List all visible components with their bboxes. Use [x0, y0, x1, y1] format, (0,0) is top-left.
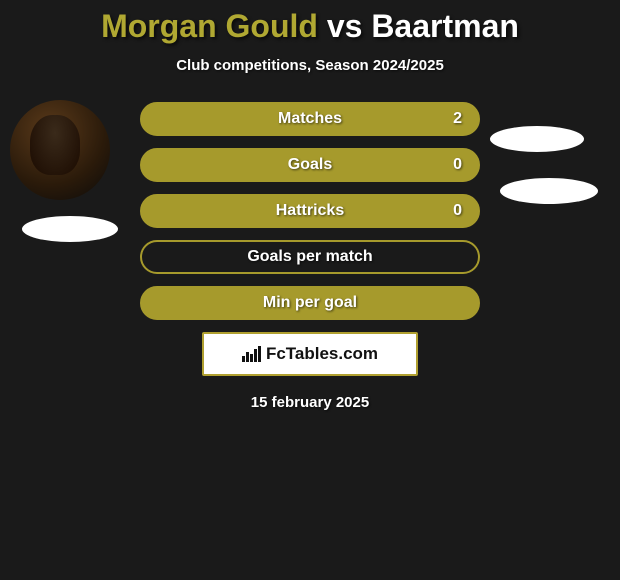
vs-separator: vs: [318, 8, 371, 44]
stat-label: Goals per match: [247, 248, 372, 266]
subtitle: Club competitions, Season 2024/2025: [0, 57, 620, 74]
stat-label: Hattricks: [276, 202, 344, 220]
stat-label: Min per goal: [263, 294, 357, 312]
decorative-ellipse: [22, 216, 118, 242]
stat-label: Matches: [278, 110, 342, 128]
stat-row: Min per goal: [140, 286, 480, 320]
player2-name: Baartman: [371, 8, 519, 44]
stats-list: Matches 2 Goals 0 Hattricks 0 Goals per match M…: [140, 102, 480, 320]
page-title: Morgan Gould vs Baartman: [0, 8, 620, 45]
player1-avatar: [10, 100, 110, 200]
stat-value: 0: [453, 156, 462, 174]
comparison-card: Morgan Gould vs Baartman Club competitio…: [0, 0, 620, 411]
date-label: 15 february 2025: [0, 394, 620, 411]
decorative-ellipse: [490, 126, 584, 152]
stat-row: Matches 2: [140, 102, 480, 136]
bar-chart-icon: [242, 346, 262, 362]
branding-badge: FcTables.com: [202, 332, 418, 376]
stat-row: Goals per match: [140, 240, 480, 274]
stat-row: Goals 0: [140, 148, 480, 182]
stat-value: 2: [453, 110, 462, 128]
player1-name: Morgan Gould: [101, 8, 318, 44]
stat-label: Goals: [288, 156, 332, 174]
branding-text: FcTables.com: [266, 344, 378, 364]
stat-row: Hattricks 0: [140, 194, 480, 228]
decorative-ellipse: [500, 178, 598, 204]
stat-value: 0: [453, 202, 462, 220]
